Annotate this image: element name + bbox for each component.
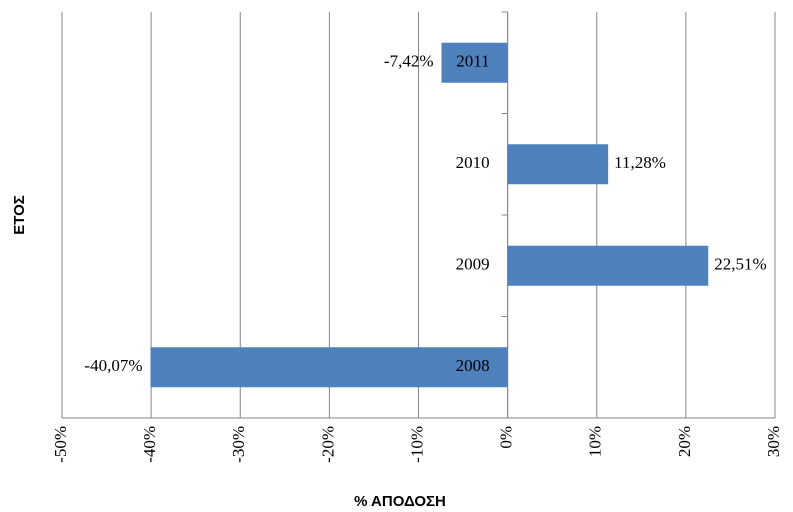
bar [507,245,709,286]
x-tick-label: 0% [497,426,516,449]
x-tick-label: -50% [51,426,70,463]
y-tick-label: 2009 [456,255,490,274]
bar [507,144,609,185]
value-label: -40,07% [84,356,142,375]
x-tick-label: 30% [764,426,783,457]
x-tick-label: -10% [407,426,426,463]
y-axis-title: ΕΤΟΣ [11,195,28,235]
value-label: 22,51% [714,255,766,274]
bar [150,347,508,388]
x-tick-label: 10% [586,426,605,457]
value-label: 11,28% [614,153,666,172]
x-axis-title: % ΑΠΟΔΟΣΗ [354,493,446,510]
y-tick-label: 2008 [456,356,490,375]
x-tick-label: -20% [318,426,337,463]
x-tick-label: -40% [140,426,159,463]
x-tick-label: 20% [675,426,694,457]
bar [441,42,508,83]
y-tick-label: 2010 [456,153,490,172]
x-tick-label: -30% [229,426,248,463]
y-tick-label: 2011 [456,52,489,71]
value-label: -7,42% [384,52,434,71]
